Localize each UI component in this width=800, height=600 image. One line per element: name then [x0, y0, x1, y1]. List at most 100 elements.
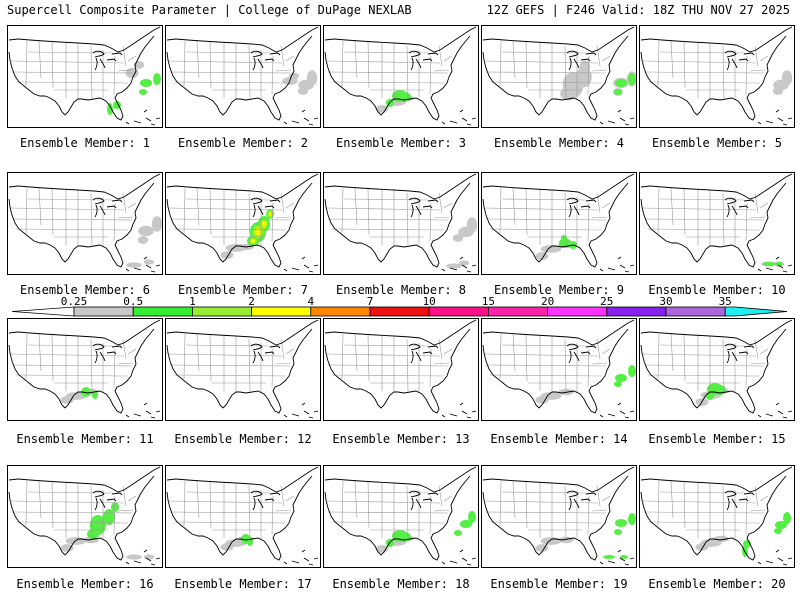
coastline: [8, 173, 161, 268]
state-borders: [642, 333, 769, 393]
scp-shade-gray-southeast: [560, 60, 592, 101]
islands: [283, 402, 319, 419]
us-map: [324, 26, 477, 126]
member-label-13: Ensemble Member: 13: [332, 432, 470, 446]
member-label-5: Ensemble Member: 5: [651, 136, 783, 150]
scp-shade-gray-atlantic: [297, 70, 318, 95]
us-map: [324, 319, 477, 419]
state-borders: [168, 333, 295, 393]
map-panel-member-9: [481, 172, 637, 275]
islands: [599, 109, 635, 126]
us-map: [640, 173, 793, 273]
us-map: [324, 466, 477, 566]
islands: [283, 549, 319, 566]
great-lakes: [92, 50, 123, 71]
member-label-1: Ensemble Member: 1: [19, 136, 151, 150]
us-map: [166, 173, 319, 273]
us-map: [482, 319, 636, 419]
great-lakes: [724, 197, 755, 218]
islands: [125, 402, 161, 419]
colorbar-segment-9: [547, 306, 608, 317]
member-label-9: Ensemble Member: 9: [493, 283, 625, 297]
member-label-19: Ensemble Member: 19: [490, 577, 628, 591]
map-panel-member-12: [165, 318, 321, 421]
coastline: [640, 466, 793, 561]
scp-shade-green-atlantic: [454, 511, 476, 536]
colorbar-segment-3: [191, 306, 252, 317]
great-lakes: [92, 197, 123, 218]
state-borders: [642, 40, 769, 100]
islands: [757, 109, 793, 126]
us-map: [482, 173, 635, 273]
islands: [441, 402, 477, 419]
islands: [283, 256, 319, 273]
us-map: [640, 319, 793, 419]
scp-shade-gray-east-coast: [125, 61, 145, 79]
great-lakes: [408, 343, 439, 364]
member-label-2: Ensemble Member: 2: [177, 136, 309, 150]
colorbar: [12, 306, 788, 317]
islands: [125, 549, 161, 566]
great-lakes: [92, 343, 123, 364]
coastline: [324, 319, 477, 414]
scp-shade-gray-atlantic: [137, 216, 162, 244]
coastline: [482, 173, 635, 268]
state-borders: [10, 187, 137, 247]
state-borders: [642, 187, 769, 247]
state-borders: [10, 40, 137, 100]
scp-shade-green-atlantic: [614, 513, 636, 535]
coastline: [640, 319, 793, 414]
great-lakes: [92, 490, 123, 511]
coastline: [166, 319, 319, 414]
islands: [441, 109, 477, 126]
map-panel-member-16: [7, 465, 163, 568]
member-label-15: Ensemble Member: 15: [648, 432, 786, 446]
great-lakes: [724, 490, 755, 511]
scp-shade-gray-gulf-coast: [535, 388, 574, 404]
coastline: [324, 173, 477, 268]
scp-shade-green-atlantic: [614, 365, 636, 387]
member-label-16: Ensemble Member: 16: [16, 577, 154, 591]
state-borders: [10, 480, 137, 540]
scp-shade-gray-caribbean: [126, 554, 155, 560]
islands: [599, 402, 635, 419]
state-borders: [326, 40, 453, 100]
coastline: [482, 26, 635, 121]
state-borders: [484, 480, 611, 540]
coastline: [8, 26, 161, 121]
map-panel-member-2: [165, 25, 321, 128]
colorbar-segment-7: [428, 306, 489, 317]
scp-shade-green-caribbean: [763, 262, 783, 266]
colorbar-arrow-left: [12, 306, 75, 317]
map-panel-member-6: [7, 172, 163, 275]
state-borders: [168, 187, 295, 247]
us-map: [8, 319, 161, 419]
great-lakes: [250, 343, 281, 364]
colorbar-label: 2: [248, 295, 255, 308]
state-borders: [484, 333, 611, 393]
us-map: [166, 26, 319, 126]
us-map: [324, 173, 478, 273]
colorbar-label: 1: [189, 295, 196, 308]
islands: [125, 109, 161, 126]
great-lakes: [408, 50, 439, 71]
colorbar-label: 7: [366, 295, 374, 308]
map-panel-member-20: [639, 465, 795, 568]
map-panel-member-13: [323, 318, 479, 421]
great-lakes: [250, 490, 281, 511]
map-panel-member-19: [481, 465, 637, 568]
islands: [599, 256, 635, 273]
coastline: [640, 26, 793, 121]
colorbar-label: 25: [600, 295, 614, 308]
member-label-14: Ensemble Member: 14: [490, 432, 628, 446]
scp-shade-gray-gulf-coast: [695, 535, 729, 551]
map-panel-member-8: [323, 172, 479, 275]
great-lakes: [566, 50, 597, 71]
coastline: [166, 26, 319, 121]
coastline: [166, 173, 319, 268]
us-map: [8, 173, 162, 273]
member-label-4: Ensemble Member: 4: [493, 136, 625, 150]
member-label-3: Ensemble Member: 3: [335, 136, 467, 150]
islands: [757, 256, 793, 273]
state-borders: [326, 187, 453, 247]
